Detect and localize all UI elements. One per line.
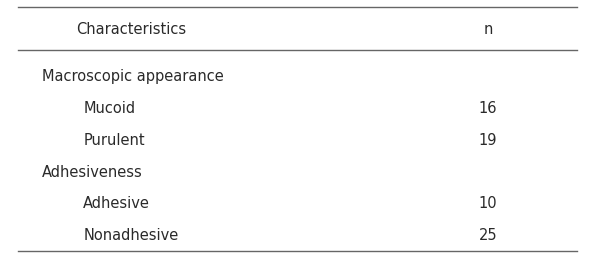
- Text: 10: 10: [478, 196, 497, 211]
- Text: Adhesive: Adhesive: [83, 196, 150, 211]
- Text: Adhesiveness: Adhesiveness: [42, 164, 142, 179]
- Text: Purulent: Purulent: [83, 132, 145, 147]
- Text: 25: 25: [478, 228, 497, 242]
- Text: 16: 16: [478, 101, 497, 115]
- Text: n: n: [483, 22, 493, 37]
- Text: Characteristics: Characteristics: [76, 22, 186, 37]
- Text: 19: 19: [478, 132, 497, 147]
- Text: Macroscopic appearance: Macroscopic appearance: [42, 69, 223, 84]
- Text: Nonadhesive: Nonadhesive: [83, 228, 178, 242]
- Text: Mucoid: Mucoid: [83, 101, 136, 115]
